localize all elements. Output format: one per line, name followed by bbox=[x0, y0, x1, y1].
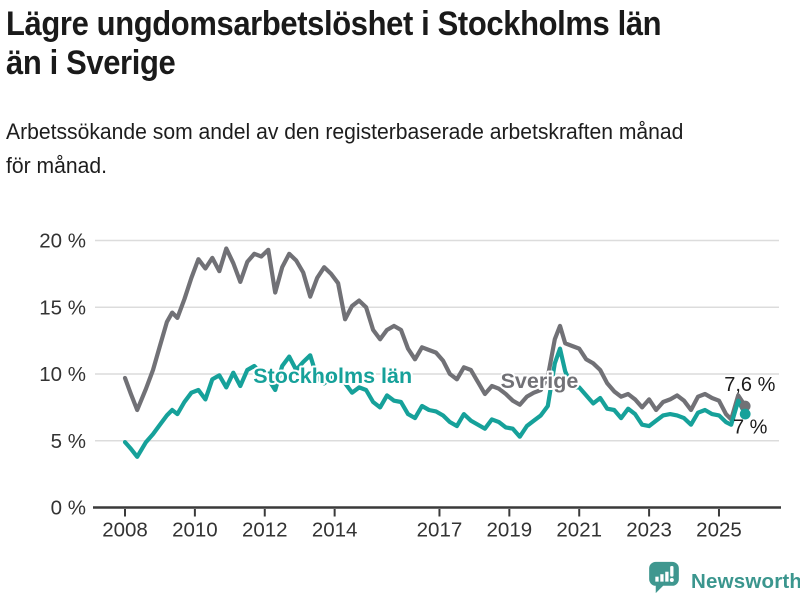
x-tick-label-2025: 2025 bbox=[696, 519, 742, 542]
x-tick-label-2019: 2019 bbox=[487, 519, 533, 542]
series-line-stockholm bbox=[122, 346, 748, 459]
end-dot-stockholm bbox=[739, 408, 751, 420]
x-tick-label-2021: 2021 bbox=[556, 519, 602, 542]
subtitle-line-1: Arbetssökande som andel av den registerb… bbox=[6, 119, 684, 144]
x-tick-label-2017: 2017 bbox=[417, 519, 463, 542]
y-tick-label-10: 10 % bbox=[39, 363, 86, 386]
bar-chart-speech-bubble-icon bbox=[649, 561, 679, 594]
subtitle-line-2: för månad. bbox=[6, 153, 107, 178]
x-tick-label-2014: 2014 bbox=[312, 519, 358, 542]
title-line-2: än i Sverige bbox=[6, 44, 176, 82]
page-title: Lägre ungdomsarbetslöshet i Stockholms l… bbox=[6, 5, 662, 83]
series-label-sverige: Sverige bbox=[501, 369, 579, 393]
page-subtitle: Arbetssökande som andel av den registerb… bbox=[6, 115, 683, 183]
end-value-label-stockholm: 7 % bbox=[733, 416, 768, 438]
newsworthy-logo[interactable]: Newsworthy bbox=[648, 561, 800, 594]
x-tick-label-2010: 2010 bbox=[172, 519, 218, 542]
y-tick-label-5: 5 % bbox=[51, 430, 86, 453]
newsworthy-logo-text: Newsworthy bbox=[691, 570, 800, 593]
x-tick-label-2008: 2008 bbox=[102, 519, 148, 542]
end-dot-sverige bbox=[739, 400, 751, 412]
x-tick-label-2023: 2023 bbox=[626, 519, 672, 542]
series-label-stockholm: Stockholms län bbox=[253, 364, 412, 388]
series-line-sverige bbox=[122, 246, 748, 422]
y-tick-label-15: 15 % bbox=[39, 296, 86, 319]
end-value-label-sverige: 7,6 % bbox=[724, 374, 775, 396]
y-tick-label-0: 0 % bbox=[51, 497, 86, 520]
title-line-1: Lägre ungdomsarbetslöshet i Stockholms l… bbox=[6, 5, 662, 43]
x-tick-label-2012: 2012 bbox=[242, 519, 288, 542]
y-tick-label-20: 20 % bbox=[39, 230, 86, 253]
